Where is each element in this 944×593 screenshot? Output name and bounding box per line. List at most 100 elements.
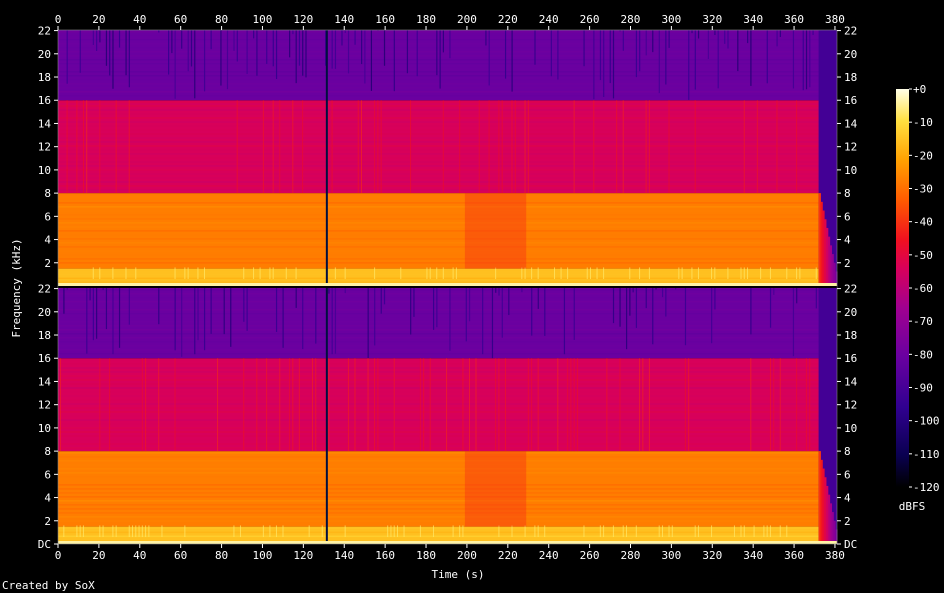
low-streak (275, 525, 277, 538)
band-4-striation (58, 341, 837, 343)
mid-streak (498, 100, 500, 194)
band-3-striation (58, 169, 837, 171)
low-streak (135, 267, 137, 280)
hf-streak (344, 288, 346, 294)
hf-streak (302, 288, 304, 350)
x-tick-label-top: 20 (92, 13, 105, 26)
mid-streak (266, 358, 268, 452)
band-3-striation (58, 165, 837, 167)
y-tick-label-right: DC (844, 538, 857, 551)
low-streak (727, 267, 729, 280)
hf-streak (697, 30, 700, 39)
hf-streak (531, 288, 533, 336)
y-tick-label-right: 10 (844, 164, 857, 177)
hf-streak (498, 288, 500, 296)
low-streak (544, 525, 546, 538)
band-4-striation (58, 353, 837, 355)
low-streak (622, 525, 624, 538)
band-2-striation (58, 456, 837, 458)
hf-streak (632, 288, 634, 293)
mid-streak (145, 358, 147, 452)
hf-streak (190, 30, 193, 67)
y-tick-label-right: 20 (844, 306, 857, 319)
x-tick-label-bottom: 300 (661, 549, 681, 562)
mid-streak (773, 358, 775, 452)
mid-streak (648, 358, 650, 452)
mid-streak (86, 100, 88, 194)
band-3-striation (58, 129, 837, 131)
mid-streak (256, 358, 258, 452)
hf-streak (63, 288, 65, 314)
colorbar-gradient (896, 89, 909, 487)
mid-streak (331, 100, 333, 194)
y-axis-label: Frequency (kHz) (10, 238, 23, 337)
hf-streak (684, 288, 687, 346)
low-streak (426, 267, 428, 280)
band-3-striation (58, 447, 837, 449)
band-2-striation (58, 250, 837, 252)
x-tick-label-bottom: 0 (55, 549, 62, 562)
mid-streak (367, 358, 369, 452)
hf-streak (491, 288, 494, 359)
band-4-striation (58, 59, 837, 61)
y-tick-label-left: 10 (38, 422, 51, 435)
low-streak (747, 267, 749, 280)
hf-streak (635, 288, 638, 328)
colorbar-label: dBFS (899, 500, 926, 513)
low-streak (344, 525, 346, 538)
x-tick-label-top: 240 (539, 13, 559, 26)
band-3-striation (58, 403, 837, 405)
low-streak (125, 267, 127, 280)
mid-streak (619, 358, 621, 452)
fade-step (831, 512, 834, 544)
y-tick-label-right: 8 (844, 187, 851, 200)
hf-streak (714, 288, 716, 310)
band-4-striation (58, 43, 837, 45)
fade-step (835, 529, 838, 544)
hf-streak (792, 288, 795, 357)
low-streak (769, 525, 771, 538)
mid-streak (756, 100, 758, 194)
band-4-striation (58, 309, 837, 311)
x-tick-label-bottom: 380 (825, 549, 845, 562)
x-tick-label-top: 260 (580, 13, 600, 26)
low-streak (697, 267, 699, 280)
low-streak (498, 525, 500, 538)
mid-streak (279, 358, 281, 452)
y-tick-label-left: 6 (44, 210, 51, 223)
band-2-striation (58, 218, 837, 220)
mid-streak (311, 358, 313, 452)
low-streak (668, 525, 670, 538)
hf-streak (622, 30, 624, 51)
hf-streak (220, 30, 222, 86)
band-2-striation (58, 222, 837, 224)
band-4-striation (58, 51, 837, 53)
mid-streak (328, 358, 330, 452)
mid-streak (99, 358, 101, 452)
hf-streak (485, 30, 487, 46)
hf-streak (573, 288, 575, 340)
mid-streak (514, 100, 516, 194)
band-3 (58, 358, 837, 452)
band-2-striation (58, 488, 837, 490)
hf-streak (406, 30, 409, 74)
mid-streak (478, 100, 480, 194)
hf-streak (223, 288, 225, 335)
y-tick-label-left: 18 (38, 329, 51, 342)
band-2-striation (58, 516, 837, 518)
band-2-striation (58, 242, 837, 244)
hf-streak (105, 288, 108, 330)
x-tick-label-bottom: 320 (702, 549, 722, 562)
mid-streak (60, 358, 62, 452)
hf-streak (334, 30, 337, 69)
hf-streak (769, 288, 772, 328)
hf-streak (233, 30, 235, 51)
mid-streak (769, 358, 771, 452)
hf-streak (501, 288, 503, 338)
band-2-striation (58, 460, 837, 462)
hf-streak (383, 30, 386, 66)
band-3-striation (58, 137, 837, 139)
y-tick-label-right: 10 (844, 422, 857, 435)
mid-streak (298, 358, 300, 452)
